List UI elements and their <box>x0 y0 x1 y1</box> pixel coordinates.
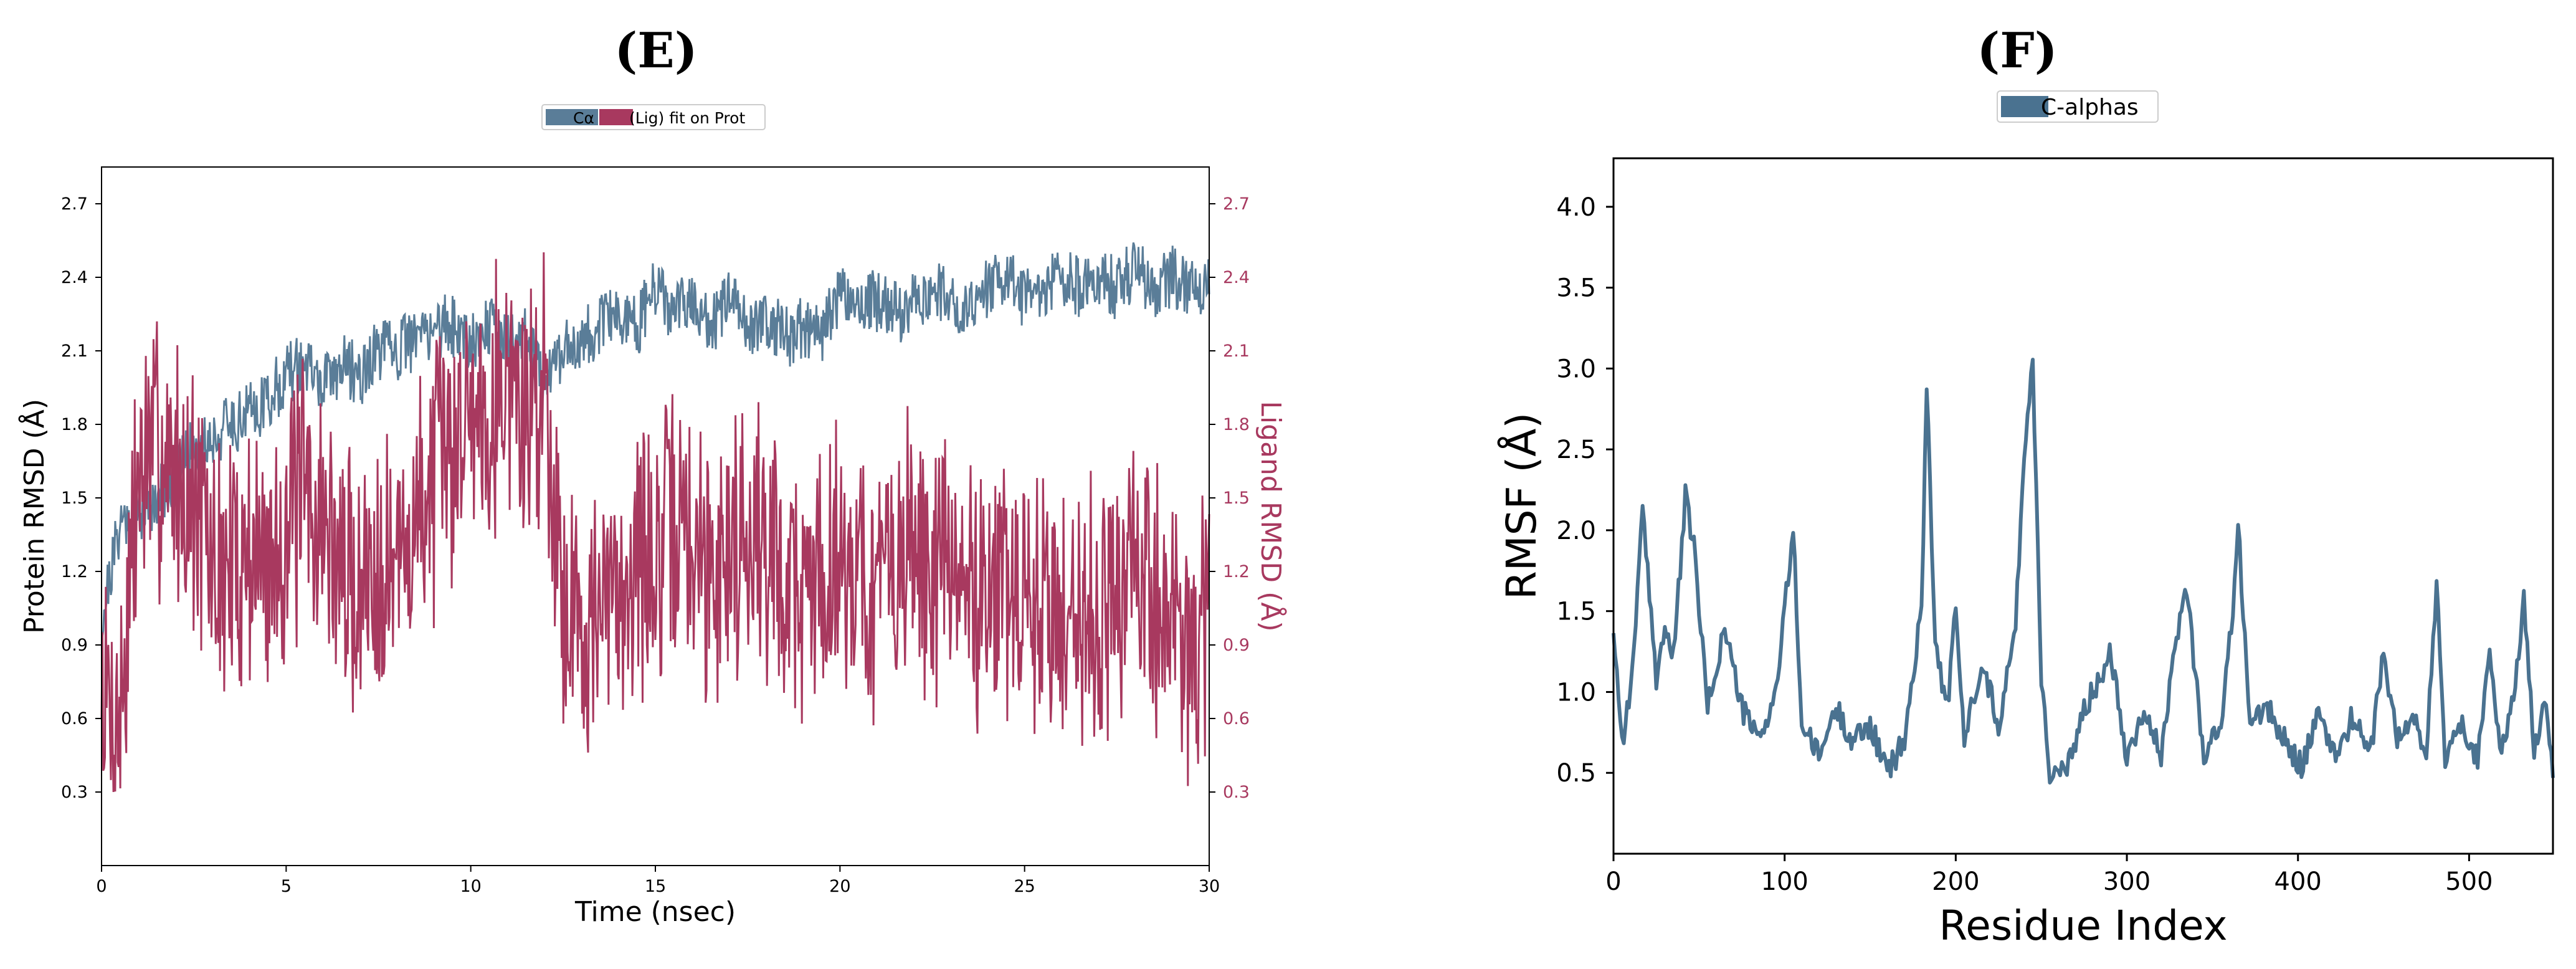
y2-tick-label-e-0: 0.3 <box>1223 783 1250 802</box>
x-tick-label-e-4: 20 <box>829 877 850 896</box>
y2-tick-label-e-1: 0.6 <box>1223 709 1250 728</box>
y-tick-label-f-1: 1.0 <box>1556 678 1596 707</box>
x-tick-label-f-1: 100 <box>1761 867 1808 896</box>
y-tick-label-f-0: 0.5 <box>1556 759 1596 788</box>
y-tick-label-f-2: 1.5 <box>1556 598 1596 626</box>
y-tick-label-e-5: 1.8 <box>61 415 88 434</box>
y-tick-label-f-3: 2.0 <box>1556 517 1596 545</box>
panel-label-e: (E) <box>614 22 697 79</box>
legend-label-ligand: (Lig) fit on Prot <box>629 109 745 127</box>
y-tick-label-e-1: 0.6 <box>61 709 88 728</box>
legend-f: C-alphas <box>1997 90 2159 123</box>
y-axis-label-f: RMSF (Å) <box>1498 413 1546 599</box>
y-axis-label-e: Protein RMSD (Å) <box>17 399 50 634</box>
y2-tick-label-e-6: 2.1 <box>1223 341 1250 361</box>
x-tick-label-e-1: 5 <box>281 877 292 896</box>
chart-f: 0 100 200 300 400 500 0.5 1.0 1.5 2.0 2.5 3.0 3.5 4.0… <box>1498 90 2555 950</box>
y2-tick-label-e-2: 0.9 <box>1223 636 1250 655</box>
y-tick-label-e-2: 0.9 <box>61 636 88 655</box>
series-line-ligand <box>100 252 1210 793</box>
x-tick-label-f-2: 200 <box>1932 867 1979 896</box>
x-axis-label-f: Residue Index <box>1939 902 2227 950</box>
y-tick-label-e-4: 1.5 <box>61 489 88 508</box>
y-tick-label-f-5: 3.0 <box>1556 355 1596 383</box>
x-tick-label-e-2: 10 <box>460 877 481 896</box>
x-tick-label-e-5: 25 <box>1014 877 1035 896</box>
legend-label-calpha: Cα <box>573 109 594 127</box>
y-tick-label-f-4: 2.5 <box>1556 436 1596 464</box>
series-line-calpha <box>101 242 1210 638</box>
y2-tick-label-e-8: 2.7 <box>1223 194 1250 214</box>
x-tick-label-e-6: 30 <box>1199 877 1220 896</box>
y-tick-label-e-0: 0.3 <box>61 783 88 802</box>
x-tick-label-f-4: 400 <box>2274 867 2322 896</box>
legend-swatch-ligand <box>599 109 633 125</box>
x-tick-label-f-0: 0 <box>1605 867 1621 896</box>
y-tick-label-e-8: 2.7 <box>61 194 88 214</box>
y-tick-label-e-6: 2.1 <box>61 341 88 361</box>
legend-swatch-calphas <box>2001 96 2048 117</box>
y2-tick-label-e-4: 1.5 <box>1223 489 1250 508</box>
y2-tick-label-e-7: 2.4 <box>1223 268 1250 287</box>
x-tick-label-f-3: 300 <box>2103 867 2151 896</box>
legend-e: Cα (Lig) fit on Prot <box>541 104 766 130</box>
series-line-calphas <box>1612 358 2555 785</box>
plot-frame-f <box>1612 157 2554 855</box>
x-tick-label-e-3: 15 <box>645 877 666 896</box>
y2-tick-label-e-5: 1.8 <box>1223 415 1250 434</box>
legend-swatch-calpha <box>546 109 598 125</box>
y-tick-label-e-3: 1.2 <box>61 562 88 581</box>
y-tick-label-f-6: 3.5 <box>1556 274 1596 303</box>
x-axis-label-e: Time (nsec) <box>574 896 736 928</box>
y2-tick-label-e-3: 1.2 <box>1223 562 1250 581</box>
legend-label-calphas: C-alphas <box>2041 95 2139 120</box>
y-tick-label-f-7: 4.0 <box>1556 193 1596 222</box>
panel-label-f: (F) <box>1977 22 2057 79</box>
chart-e: 0 5 10 15 20 25 30 0.3 0.6 0.9 1.2 1.5 1.8 2.1 2.4 2.7 0… <box>17 104 1288 928</box>
y2-axis-label-e: Ligand RMSD (Å) <box>1255 401 1288 631</box>
y-tick-label-e-7: 2.4 <box>61 268 88 287</box>
x-tick-label-f-5: 500 <box>2445 867 2493 896</box>
x-tick-label-e-0: 0 <box>96 877 107 896</box>
